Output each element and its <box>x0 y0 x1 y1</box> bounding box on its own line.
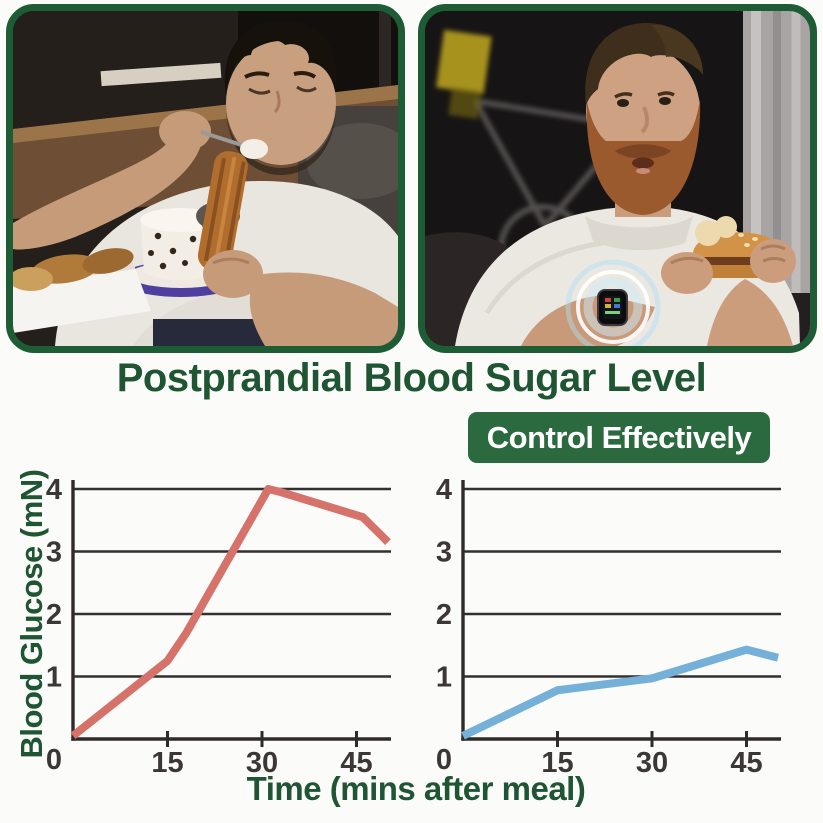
svg-text:15: 15 <box>541 747 573 779</box>
svg-text:3: 3 <box>436 537 452 569</box>
man-eating-burger-with-smartwatch-photo <box>425 11 810 346</box>
chart-blood-sugar-uncontrolled: 15 30 45 0 1 2 3 4 <box>46 474 391 779</box>
photo-frame-left <box>6 4 405 353</box>
svg-text:2: 2 <box>436 599 452 631</box>
x-axis-label: Time (mins after meal) <box>246 770 586 807</box>
svg-text:3: 3 <box>46 537 62 569</box>
svg-text:4: 4 <box>46 474 62 506</box>
svg-text:0: 0 <box>436 744 452 776</box>
chart-blood-sugar-controlled: 15 30 45 0 1 2 3 4 <box>436 474 781 779</box>
svg-text:45: 45 <box>340 747 372 779</box>
svg-text:30: 30 <box>246 747 278 779</box>
svg-text:1: 1 <box>436 662 452 694</box>
svg-text:4: 4 <box>436 474 452 506</box>
smartwatch-glow <box>565 259 661 346</box>
svg-text:0: 0 <box>46 744 62 776</box>
control-effectively-badge: Control Effectively <box>468 412 770 463</box>
svg-text:2: 2 <box>46 599 62 631</box>
svg-text:45: 45 <box>730 747 762 779</box>
svg-text:1: 1 <box>46 662 62 694</box>
photo-frame-right <box>418 4 817 353</box>
page-title: Postprandial Blood Sugar Level <box>116 356 707 400</box>
svg-text:15: 15 <box>151 747 183 779</box>
man-overeating-desserts-photo <box>13 11 398 346</box>
svg-text:30: 30 <box>636 747 668 779</box>
